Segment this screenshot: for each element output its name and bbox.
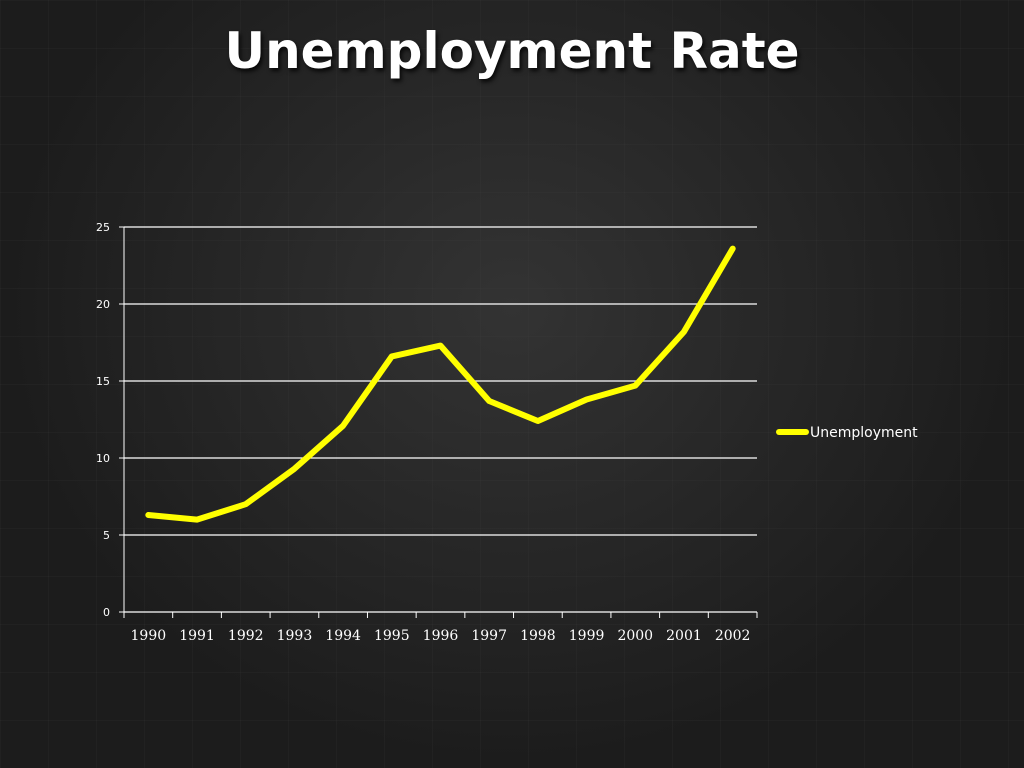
y-tick-label: 10	[96, 452, 110, 465]
x-tick-label: 1993	[277, 628, 313, 644]
legend-label: Unemployment	[810, 425, 918, 441]
x-tick-label: 1991	[179, 628, 215, 644]
x-tick-label: 1992	[228, 628, 264, 644]
x-tick-label: 1996	[423, 628, 459, 644]
chart-title: Unemployment Rate	[224, 22, 800, 80]
x-axis: 1990 1991 1992 1993 1994 1995 1996 1997 1998 1999…	[123, 611, 758, 644]
series-line-0	[145, 245, 736, 523]
x-tick-label: 1995	[374, 628, 410, 644]
y-tick-label: 0	[103, 606, 110, 619]
x-tick-label: 1994	[325, 628, 361, 644]
y-tick-label: 15	[96, 375, 110, 388]
y-tick-label: 5	[103, 529, 110, 542]
x-tick-label: 1997	[471, 628, 507, 644]
series-lines	[145, 245, 736, 523]
x-tick-label: 1998	[520, 628, 556, 644]
y-axis: 0 5 10 15 20 25	[96, 221, 125, 619]
x-tick-label: 1999	[569, 628, 605, 644]
x-tick-label: 2001	[666, 628, 702, 644]
gridlines	[124, 226, 757, 536]
x-tick-label: 2000	[617, 628, 653, 644]
y-tick-label: 25	[96, 221, 110, 234]
legend: Unemployment	[776, 425, 918, 441]
x-tick-label: 2002	[715, 628, 751, 644]
x-tick-label: 1990	[131, 628, 167, 644]
y-tick-label: 20	[96, 298, 110, 311]
